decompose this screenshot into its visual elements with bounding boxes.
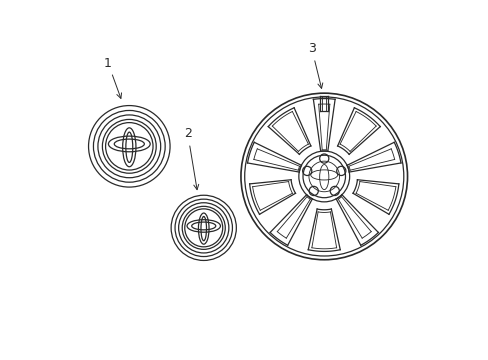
Text: 1: 1 bbox=[104, 57, 122, 98]
Text: 2: 2 bbox=[183, 127, 198, 190]
Text: 3: 3 bbox=[307, 42, 322, 88]
